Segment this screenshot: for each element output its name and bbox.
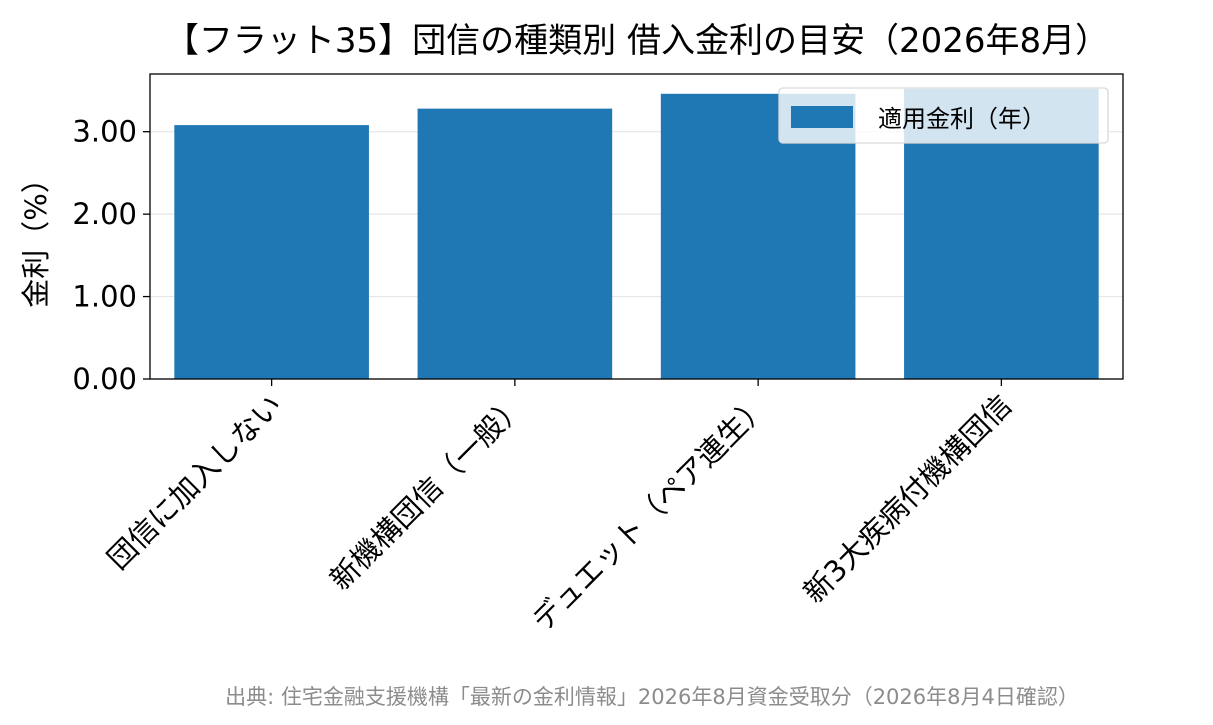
y-tick-label: 1.00 <box>72 280 137 314</box>
bar <box>174 125 369 379</box>
y-tick-label: 3.00 <box>72 115 137 149</box>
x-axis-ticks: 団信に加入しない 新機構団信（一般）デュエット（ペア連生） 新3大疾病付機構団信 <box>100 379 1018 638</box>
legend-box <box>778 87 1109 144</box>
legend-swatch <box>791 106 853 128</box>
bars <box>174 88 1099 380</box>
y-tick-label: 0.00 <box>72 362 137 396</box>
bar <box>417 108 613 380</box>
x-tick-label: デュエット（ペア連生） <box>525 388 775 638</box>
legend-label: 適用金利（年） <box>878 105 1046 133</box>
x-tick-label: 団信に加入しない <box>100 388 288 576</box>
source-note: 出典: 住宅金融支援機構「最新の金利情報」2026年8月資金受取分（2026年8… <box>225 685 1079 709</box>
y-axis-ticks: 0.00 1.00 2.00 3.00 <box>72 115 150 396</box>
y-axis-label: 金利（%） <box>19 164 53 308</box>
y-tick-label: 2.00 <box>72 197 137 231</box>
x-tick-label: 新機構団信（一般） <box>323 388 532 597</box>
chart-title: 【フラット35】団信の種類別 借入金利の目安（2026年8月） <box>165 21 1109 61</box>
x-tick-label: 新3大疾病付機構団信 <box>797 388 1019 610</box>
legend: 適用金利（年） <box>778 87 1109 144</box>
plot-frame <box>149 73 1124 380</box>
